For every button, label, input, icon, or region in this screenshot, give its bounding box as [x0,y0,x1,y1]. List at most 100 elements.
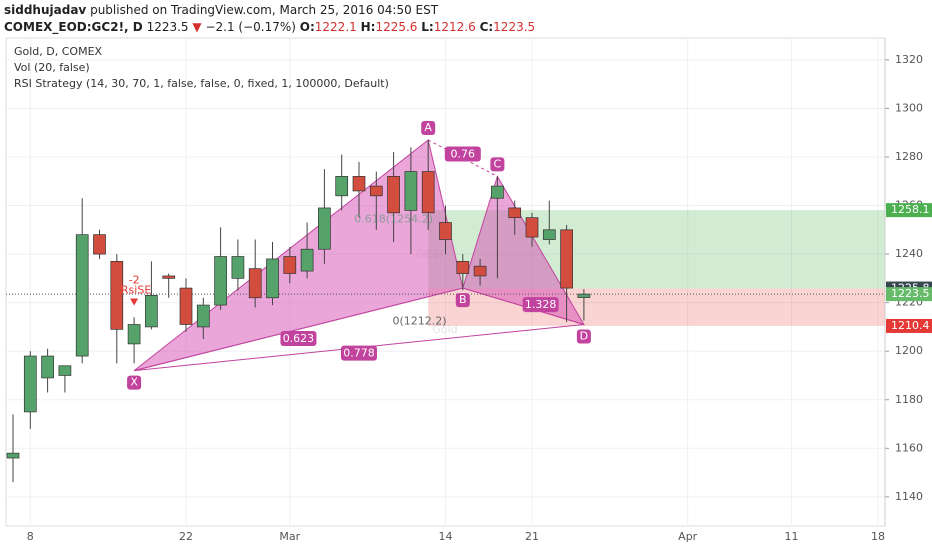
y-tick-label: 1200 [895,344,923,357]
legend-line: Gold, D, COMEX [14,45,103,58]
candle-body [248,268,262,299]
candle-body [542,229,556,240]
legend-line: RSI Strategy (14, 30, 70, 1, false, fals… [14,77,389,90]
candle-body [456,261,470,274]
x-tick-label: 14 [439,530,453,543]
price-badge-label: 1258.1 [891,203,930,216]
price-badge [886,203,932,218]
candle-body [560,229,573,289]
pattern-leg [427,139,498,177]
candle-body [6,452,20,459]
x-tick-label: 8 [27,530,34,543]
ohlc-key: L: [421,20,434,34]
ratio-badge [444,146,481,162]
x-tick-label: 21 [525,530,539,543]
y-tick-label: 1300 [895,101,923,114]
header: siddhujadav published on TradingView.com… [4,2,535,36]
candle-body [283,256,297,274]
x-tick-label: Mar [279,530,300,543]
x-tick-label: 18 [871,530,885,543]
point-label: D [580,329,588,342]
y-tick-label: 1320 [895,53,923,66]
ohlc-val: 1222.1 [314,20,357,34]
candle-body [508,207,522,219]
point-badge [127,375,142,390]
price-badge-label: 1223.5 [891,287,930,300]
point-badge [576,329,591,344]
candle-body [369,185,383,197]
candle-body [421,171,435,214]
candle-body [577,293,591,298]
point-label: C [494,157,502,170]
published: published on TradingView.com, March 25, … [90,3,439,17]
candle-body [162,275,176,279]
ratio-label: 0.623 [283,332,315,345]
last: 1223.5 [146,20,189,34]
candle-body [266,258,279,299]
y-tick-label: 1180 [895,393,923,406]
candle-body [23,355,37,413]
ohlc-key: O: [299,20,315,34]
x-tick-label: 22 [179,530,193,543]
candle-body [491,185,504,199]
candle-body [41,355,54,379]
candle-body [525,217,539,238]
ohlc-val: 1212.6 [433,20,476,34]
candle-body [145,295,158,328]
candle-body [93,234,106,255]
y-tick-label: 1140 [895,490,923,503]
point-label: B [459,293,467,306]
ratio-badge [341,345,377,361]
signal-label: -2 [129,273,140,286]
ohlc: O:1222.1 H:1225.6 L:1212.6 C:1223.5 [300,20,535,34]
pattern-leg [133,287,463,372]
candle-body [352,176,366,192]
ohlc-key: H: [360,20,376,34]
candle-body [404,171,418,211]
publish-line: siddhujadav published on TradingView.com… [4,2,535,19]
price-badge-label: 1210.4 [891,319,930,332]
ratio-badge [522,297,559,313]
signal-sub: RsiSE [121,283,151,296]
x-tick-label: 11 [785,530,799,543]
ratio-badge [280,331,317,347]
candle-body [127,324,141,345]
candle-body [318,207,331,250]
point-label: A [424,121,432,134]
ohlc-val: 1223.5 [493,20,536,34]
ohlc-val: 1225.6 [375,20,418,34]
signal-arrow [130,298,139,306]
point-label: X [130,376,138,389]
level-label: 0(1212.2) [393,315,447,328]
y-tick-label: 1160 [895,441,923,454]
arrow: ▼ [192,20,202,34]
watermark: Gold [432,323,457,336]
price-badge [886,287,932,302]
y-tick-label: 1240 [895,247,923,260]
change: −2.1 (−0.17%) [205,20,296,34]
candle-body [110,261,124,330]
ratio-label: 1.328 [525,298,557,311]
candle-body [58,365,72,376]
candle-body [75,234,89,357]
price-badge [886,318,932,333]
point-badge [455,293,470,308]
point-badge [421,120,436,135]
author: siddhujadav [4,3,87,17]
candle-body [300,248,314,272]
candle-body [473,265,487,277]
x-tick-label: Apr [678,530,698,543]
candle-body [335,176,349,197]
point-badge [490,157,505,172]
ratio-label: 0.778 [343,347,375,360]
candle-body [231,256,245,279]
candle-body [196,304,210,328]
candle-body [387,176,400,214]
candle-body [179,287,193,325]
quote-line: COMEX_EOD:GC2!, D 1223.5 ▼ −2.1 (−0.17%)… [4,19,535,36]
fib-label: 0.618(1254.2) [354,213,433,226]
candle-body [214,256,227,306]
candle-body [439,222,452,240]
